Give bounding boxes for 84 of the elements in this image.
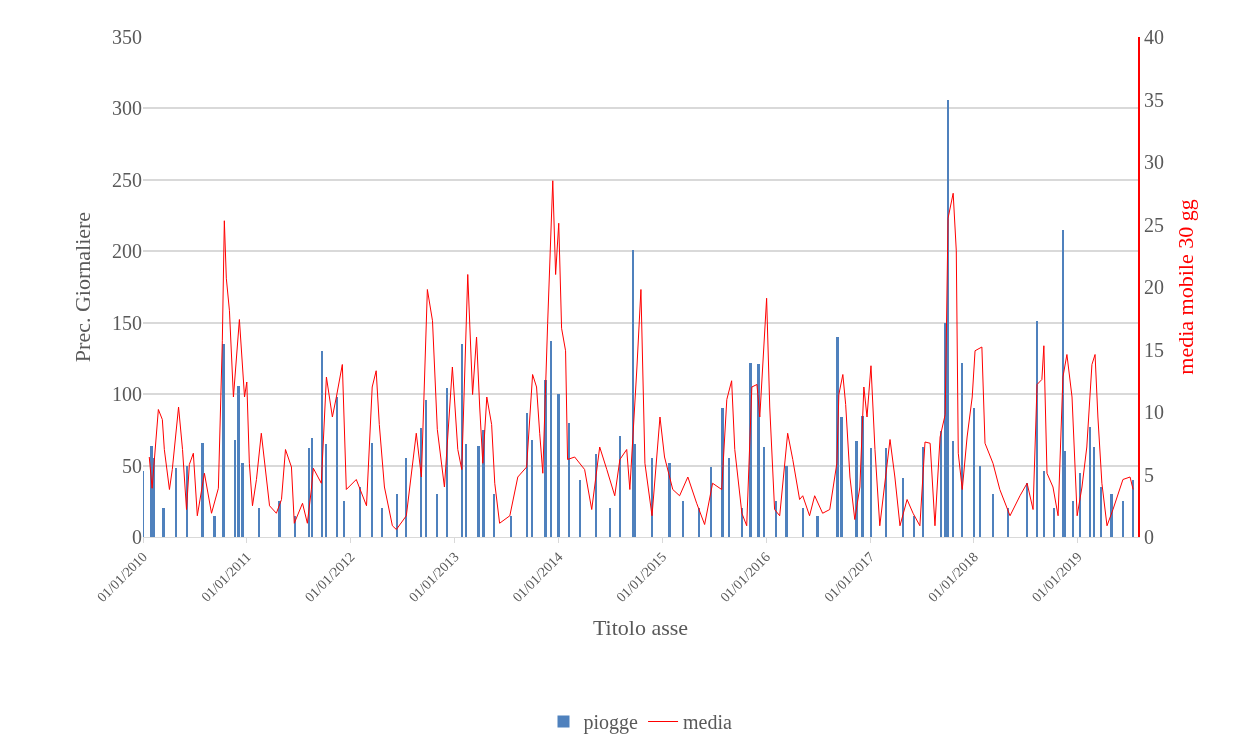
y2-tick-label: 40 <box>1144 26 1164 48</box>
bar <box>1110 494 1113 537</box>
bar <box>785 466 788 537</box>
bar <box>343 501 345 537</box>
bar <box>816 516 819 537</box>
x-axis-title: Titolo asse <box>592 614 689 640</box>
bar <box>961 363 963 537</box>
legend-label: piogge <box>583 711 639 735</box>
legend-label: media <box>683 711 733 734</box>
bar <box>465 444 467 537</box>
bar <box>336 397 338 537</box>
bar <box>1089 427 1091 537</box>
bar <box>870 448 872 537</box>
bar <box>325 444 327 537</box>
bar <box>213 516 216 537</box>
bar <box>619 436 621 537</box>
bar <box>979 466 981 537</box>
bar <box>1072 501 1074 537</box>
bar <box>531 440 533 537</box>
bar <box>757 364 760 537</box>
bar <box>913 516 915 537</box>
bar <box>1062 230 1064 537</box>
bar <box>510 516 512 537</box>
bar <box>1093 447 1095 537</box>
bar <box>436 494 438 537</box>
bar <box>632 250 634 537</box>
y-axis-title: Prec. Giornaliere <box>69 211 95 363</box>
bar <box>405 458 407 537</box>
bar <box>175 468 177 537</box>
bar <box>162 508 165 537</box>
bar <box>579 480 581 537</box>
bar <box>710 467 712 537</box>
bar <box>477 446 480 537</box>
bar <box>493 494 495 537</box>
y2-tick-label: 30 <box>1144 151 1164 173</box>
y2-tick-label: 10 <box>1144 401 1164 423</box>
bar <box>1100 487 1102 537</box>
y2-tick-label: 5 <box>1144 463 1154 486</box>
y2-tick-label: 15 <box>1144 338 1164 361</box>
bar <box>952 441 954 537</box>
bar <box>940 431 942 537</box>
bar <box>201 443 204 537</box>
y-tick-label: 300 <box>112 97 142 120</box>
bar <box>237 386 240 537</box>
bar <box>855 441 858 537</box>
bar <box>1043 471 1045 537</box>
y2-tick-label: 0 <box>1144 526 1154 548</box>
bar <box>381 508 383 537</box>
bar <box>222 344 225 537</box>
bar <box>668 463 671 537</box>
bar <box>775 501 777 537</box>
bar <box>396 494 398 537</box>
bar <box>359 487 361 537</box>
y2-tick-label: 25 <box>1144 213 1164 236</box>
bar <box>550 341 552 537</box>
bar <box>682 501 684 537</box>
bar <box>371 443 373 537</box>
bar <box>1026 483 1028 537</box>
bar <box>902 478 904 537</box>
y-tick-label: 0 <box>132 526 142 548</box>
bar <box>278 501 281 537</box>
y-tick-label: 250 <box>112 168 142 191</box>
y2-tick-label: 20 <box>1144 276 1164 298</box>
bar <box>568 423 570 537</box>
bar <box>1132 480 1134 537</box>
bar <box>763 447 765 537</box>
bar <box>992 494 994 537</box>
y-tick-label: 150 <box>112 311 142 334</box>
y-tick-label: 200 <box>112 240 142 263</box>
y-tick-label: 100 <box>112 383 142 406</box>
y-tick-label: 50 <box>122 454 142 477</box>
bar <box>258 508 260 537</box>
bar <box>609 508 611 537</box>
line-series <box>148 180 1134 530</box>
bar <box>425 400 427 537</box>
y2-axis-title: media mobile 30 gg <box>1173 199 1199 375</box>
bar <box>728 458 730 537</box>
y-tick-label: 350 <box>112 26 142 48</box>
bar <box>557 394 560 537</box>
y2-tick-label: 35 <box>1144 88 1164 111</box>
bar <box>1053 508 1055 537</box>
bar <box>802 508 804 537</box>
bar <box>973 408 975 537</box>
bar <box>1122 501 1124 537</box>
